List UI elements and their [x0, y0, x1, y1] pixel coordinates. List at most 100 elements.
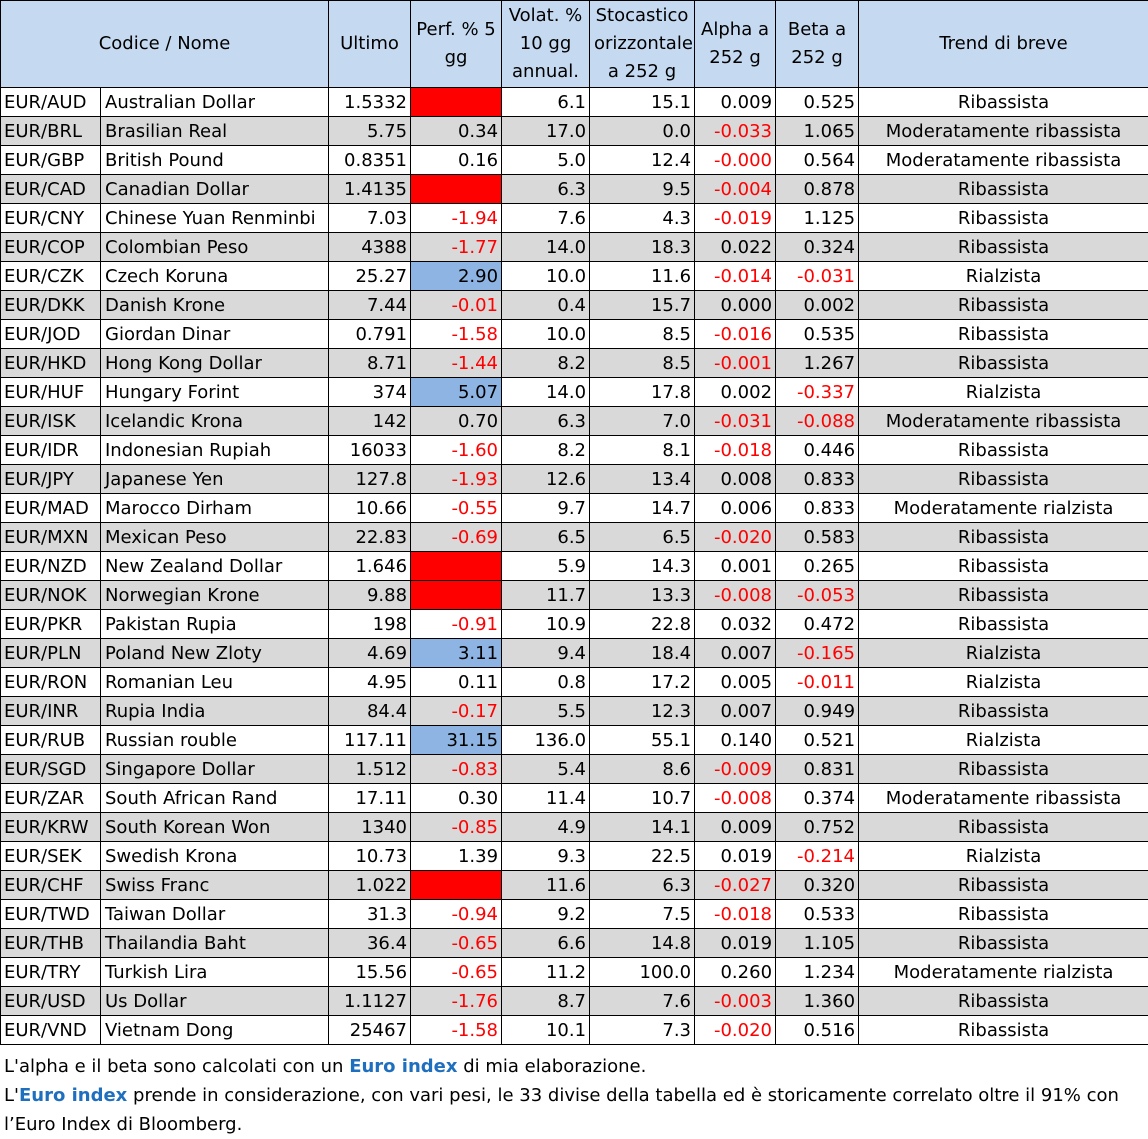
cell-perf: -2.27	[410, 174, 503, 204]
cell-perf: -0.65	[410, 928, 503, 958]
cell-code: EUR/PKR	[0, 609, 101, 639]
cell-alpha: -0.008	[694, 580, 777, 610]
cell-stoc: 14.8	[589, 928, 696, 958]
cell-volat: 8.2	[501, 348, 591, 378]
cell-stoc: 8.6	[589, 754, 696, 784]
cell-trend: Ribassista	[858, 435, 1148, 465]
cell-alpha: -0.019	[694, 203, 777, 233]
cell-alpha: -0.018	[694, 435, 777, 465]
cell-trend: Ribassista	[858, 812, 1148, 842]
footnote-text: L'alpha e il beta sono calcolati con un	[4, 1056, 350, 1077]
cell-perf: -0.94	[410, 899, 503, 929]
cell-volat: 9.3	[501, 841, 591, 871]
cell-ultimo: 5.75	[328, 116, 412, 146]
cell-code: EUR/TRY	[0, 957, 101, 987]
cell-name: Brasilian Real	[99, 116, 330, 146]
cell-perf: -1.94	[410, 203, 503, 233]
cell-ultimo: 1.4135	[328, 174, 412, 204]
cell-volat: 8.7	[501, 986, 591, 1016]
table-row: EUR/NOK Norwegian Krone 9.88 -2.03 11.7 13.3-…	[0, 580, 1148, 610]
table-row: EUR/CZK Czech Koruna 25.27 2.90 10.0 11.6 -0.0…	[0, 261, 1148, 291]
cell-volat: 10.9	[501, 609, 591, 639]
cell-ultimo: 1340	[328, 812, 412, 842]
header-beta: Beta a 252 g	[775, 0, 860, 88]
table-row: EUR/ZAR South African Rand 17.11 0.30 11.4 10…	[0, 783, 1148, 813]
cell-code: EUR/IDR	[0, 435, 101, 465]
cell-stoc: 100.0	[589, 957, 696, 987]
cell-perf: 0.34	[410, 116, 503, 146]
cell-code: EUR/HKD	[0, 348, 101, 378]
cell-volat: 6.6	[501, 928, 591, 958]
cell-volat: 6.5	[501, 522, 591, 552]
table-row: EUR/HUF Hungary Forint 374 5.07 14.0 17.8 0.00…	[0, 377, 1148, 407]
cell-beta: 0.564	[775, 145, 860, 175]
cell-beta: 0.265	[775, 551, 860, 581]
footnotes: L'alpha e il beta sono calcolati con un …	[4, 1052, 1144, 1139]
cell-alpha: 0.002	[694, 377, 777, 407]
cell-ultimo: 17.11	[328, 783, 412, 813]
cell-code: EUR/KRW	[0, 812, 101, 842]
table-row: EUR/KRW South Korean Won 1340 -0.85 4.9 14.1 0…	[0, 812, 1148, 842]
cell-volat: 9.2	[501, 899, 591, 929]
cell-name: British Pound	[99, 145, 330, 175]
table-row: EUR/ISK Icelandic Krona 142 0.70 6.3 7.0 -0.03…	[0, 406, 1148, 436]
table-row: EUR/USD Us Dollar 1.1127 -1.76 8.7 7.6 -0.003 1…	[0, 986, 1148, 1016]
cell-name: Australian Dollar	[99, 87, 330, 117]
cell-name: Danish Krone	[99, 290, 330, 320]
table-row: EUR/AUD Australian Dollar 1.5332 -2.26 6.1 15…	[0, 87, 1148, 117]
table-row: EUR/GBP British Pound 0.8351 0.16 5.0 12.4 -0.…	[0, 145, 1148, 175]
header-trend: Trend di breve	[858, 0, 1148, 88]
table-row: EUR/DKK Danish Krone 7.44 -0.01 0.4 15.7 0.000…	[0, 290, 1148, 320]
cell-trend: Ribassista	[858, 290, 1148, 320]
cell-code: EUR/CZK	[0, 261, 101, 291]
cell-stoc: 12.3	[589, 696, 696, 726]
table-row: EUR/NZD New Zealand Dollar 1.646 -2.13 5.9 14…	[0, 551, 1148, 581]
cell-alpha: 0.009	[694, 87, 777, 117]
cell-volat: 10.1	[501, 1015, 591, 1045]
cell-beta: 0.949	[775, 696, 860, 726]
table-row: EUR/TRY Turkish Lira 15.56 -0.65 11.2 100.0 0.…	[0, 957, 1148, 987]
cell-perf: -1.58	[410, 1015, 503, 1045]
cell-trend: Ribassista	[858, 609, 1148, 639]
cell-stoc: 15.1	[589, 87, 696, 117]
table-row: EUR/VND Vietnam Dong 25467 -1.58 10.1 7.3 -0.0…	[0, 1015, 1148, 1045]
cell-volat: 5.0	[501, 145, 591, 175]
cell-alpha: -0.027	[694, 870, 777, 900]
cell-ultimo: 0.791	[328, 319, 412, 349]
cell-stoc: 18.3	[589, 232, 696, 262]
cell-ultimo: 36.4	[328, 928, 412, 958]
cell-name: Poland New Zloty	[99, 638, 330, 668]
cell-beta: 0.831	[775, 754, 860, 784]
cell-volat: 6.3	[501, 174, 591, 204]
currency-table: Codice / Nome Ultimo Perf. % 5 gg Volat.…	[0, 0, 1148, 1045]
cell-trend: Ribassista	[858, 319, 1148, 349]
table-row: EUR/PLN Poland New Zloty 4.69 3.11 9.4 18.4 0.…	[0, 638, 1148, 668]
cell-trend: Moderatamente ribassista	[858, 406, 1148, 436]
cell-volat: 5.9	[501, 551, 591, 581]
cell-perf: -0.69	[410, 522, 503, 552]
table-row: EUR/INR Rupia India 84.4 -0.17 5.5 12.3 0.007 0…	[0, 696, 1148, 726]
cell-trend: Ribassista	[858, 87, 1148, 117]
table-row: EUR/CHF Swiss Franc 1.022 -2.12 11.6 6.3 -0.02…	[0, 870, 1148, 900]
table-body: EUR/AUD Australian Dollar 1.5332 -2.26 6.1 15…	[0, 87, 1148, 1045]
header-alpha: Alpha a 252 g	[694, 0, 777, 88]
cell-ultimo: 25.27	[328, 261, 412, 291]
cell-trend: Ribassista	[858, 232, 1148, 262]
table-row: EUR/IDR Indonesian Rupiah 16033 -1.60 8.2 8.1…	[0, 435, 1148, 465]
cell-perf: 5.07	[410, 377, 503, 407]
cell-ultimo: 1.512	[328, 754, 412, 784]
cell-stoc: 17.2	[589, 667, 696, 697]
table-row: EUR/COP Colombian Peso 4388 -1.77 14.0 18.3 0.…	[0, 232, 1148, 262]
cell-name: Turkish Lira	[99, 957, 330, 987]
cell-beta: 0.002	[775, 290, 860, 320]
cell-alpha: 0.140	[694, 725, 777, 755]
cell-name: Hong Kong Dollar	[99, 348, 330, 378]
cell-alpha: 0.019	[694, 928, 777, 958]
cell-stoc: 18.4	[589, 638, 696, 668]
cell-volat: 7.6	[501, 203, 591, 233]
cell-ultimo: 1.5332	[328, 87, 412, 117]
cell-volat: 4.9	[501, 812, 591, 842]
cell-trend: Ribassista	[858, 986, 1148, 1016]
cell-code: EUR/CHF	[0, 870, 101, 900]
cell-perf: 3.11	[410, 638, 503, 668]
